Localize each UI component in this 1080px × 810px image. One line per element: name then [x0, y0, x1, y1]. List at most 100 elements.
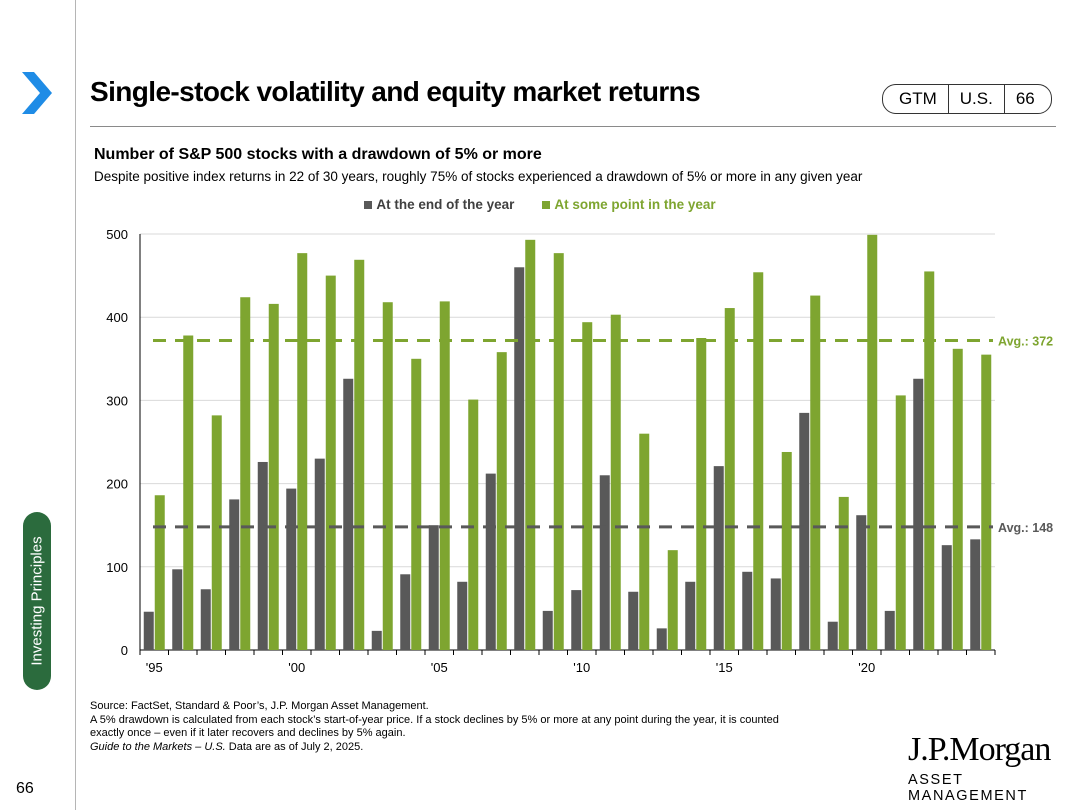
x-tick-label: '10	[573, 660, 590, 675]
bar-end-of-year-2000	[286, 488, 297, 650]
bar-end-of-year-2024	[970, 539, 981, 650]
x-tick-label: '95	[146, 660, 163, 675]
bar-some-point-2003	[382, 302, 393, 650]
bar-some-point-2018	[810, 295, 821, 650]
bar-some-point-2011	[610, 314, 621, 650]
average-label-0: Avg.: 372	[998, 334, 1053, 348]
bar-some-point-2015	[724, 308, 735, 650]
y-tick-label-100: 100	[106, 560, 128, 575]
bar-end-of-year-2004	[400, 574, 411, 650]
bar-some-point-2022	[924, 271, 935, 650]
bar-some-point-2013	[667, 550, 678, 650]
bar-end-of-year-1999	[257, 461, 268, 650]
guide-title: Guide to the Markets – U.S.	[90, 740, 226, 753]
bar-end-of-year-2017	[770, 578, 781, 650]
page-title: Single-stock volatility and equity marke…	[90, 76, 701, 107]
bar-chart: 0 100 200 300 400 500 '95 '00 '05 '10 '15 '20 Avg.: …	[106, 227, 1053, 675]
bar-end-of-year-1997	[200, 589, 211, 650]
brand-name: J.P.Morgan	[908, 731, 1051, 768]
legend-swatch-gray	[364, 200, 373, 209]
bar-some-point-2010	[582, 322, 593, 650]
bar-end-of-year-2021	[884, 610, 895, 650]
guide-date: Data are as of July 2, 2025.	[225, 740, 364, 753]
chart-subtitle: Despite positive index returns in 22 of …	[94, 169, 863, 184]
bar-end-of-year-2015	[713, 466, 724, 650]
title-divider	[90, 126, 1056, 127]
bar-some-point-2016	[753, 272, 764, 650]
bar-end-of-year-2013	[656, 628, 667, 650]
bar-some-point-2008	[525, 239, 536, 650]
section-label: Investing Principles	[23, 512, 51, 690]
bar-end-of-year-1996	[172, 569, 183, 650]
bar-some-point-2019	[838, 496, 849, 650]
legend-item-some-point: At some point in the year	[542, 197, 716, 212]
guide-note: Guide to the Markets – U.S. Data are as …	[90, 741, 910, 755]
bar-some-point-2005	[439, 301, 450, 650]
bar-end-of-year-2005	[428, 525, 439, 650]
source-note: Source: FactSet, Standard & Poor’s, J.P.…	[90, 700, 429, 712]
legend-item-end-of-year: At the end of the year	[364, 197, 514, 212]
bar-some-point-1995	[154, 495, 165, 650]
page-number: 66	[16, 780, 34, 797]
legend-label-some-point: At some point in the year	[554, 197, 716, 212]
x-tick-label: '15	[716, 660, 733, 675]
x-tick-label: '00	[288, 660, 305, 675]
bar-some-point-2002	[354, 259, 365, 650]
chart-legend: At the end of the year At some point in …	[0, 197, 1080, 212]
footnotes: Source: FactSet, Standard & Poor’s, J.P.…	[90, 700, 910, 754]
chevron-right-icon	[22, 72, 52, 114]
bar-end-of-year-2018	[799, 412, 810, 650]
bar-some-point-2021	[895, 395, 906, 650]
bar-end-of-year-2009	[542, 610, 553, 650]
tag-page: 66	[1003, 85, 1051, 113]
bar-end-of-year-2002	[343, 378, 354, 650]
y-tick-label-300: 300	[106, 393, 128, 408]
bar-some-point-2017	[781, 451, 792, 650]
x-tick-label: '20	[858, 660, 875, 675]
bar-end-of-year-2016	[742, 571, 753, 650]
bar-end-of-year-2011	[599, 475, 610, 650]
y-tick-label-400: 400	[106, 310, 128, 325]
bar-end-of-year-2001	[314, 458, 325, 650]
bar-end-of-year-2007	[485, 473, 496, 650]
tag-gtm: GTM	[899, 89, 937, 108]
bar-some-point-2007	[496, 352, 507, 650]
brand-subtitle: ASSET MANAGEMENT	[908, 772, 1028, 804]
bar-some-point-2014	[696, 338, 707, 650]
bar-end-of-year-2014	[685, 581, 696, 650]
bar-end-of-year-2008	[514, 267, 525, 650]
x-tick-label: '05	[431, 660, 448, 675]
bar-end-of-year-2023	[941, 545, 952, 650]
bar-end-of-year-1998	[229, 499, 240, 650]
bar-some-point-2020	[867, 234, 878, 650]
method-note-1: A 5% drawdown is calculated from each st…	[90, 713, 779, 726]
bar-end-of-year-2022	[913, 378, 924, 650]
bar-end-of-year-2019	[827, 621, 838, 650]
bar-some-point-1996	[183, 335, 194, 650]
bar-some-point-2009	[553, 253, 564, 651]
bar-end-of-year-2020	[856, 515, 867, 650]
bar-end-of-year-2010	[571, 590, 582, 650]
method-note-2: exactly once – even if it later recovers…	[90, 727, 406, 739]
tag-group: GTM U.S. 66	[882, 84, 1052, 114]
y-tick-label-0: 0	[121, 643, 128, 658]
legend-label-end-of-year: At the end of the year	[376, 197, 515, 212]
legend-swatch-green	[542, 200, 551, 209]
tag-region: U.S.	[947, 85, 1004, 113]
bar-some-point-1998	[240, 297, 251, 650]
bar-end-of-year-1995	[143, 611, 154, 650]
bar-some-point-1997	[211, 415, 222, 650]
y-tick-label-200: 200	[106, 477, 128, 492]
bar-some-point-2023	[952, 348, 963, 650]
bar-some-point-2000	[297, 253, 308, 651]
chart-title: Number of S&P 500 stocks with a drawdown…	[94, 146, 542, 163]
section-label-text: Investing Principles	[28, 536, 46, 666]
bar-end-of-year-2006	[457, 581, 468, 650]
bar-some-point-2012	[639, 433, 650, 650]
brand-logo: J.P.Morgan ASSET MANAGEMENT	[908, 731, 1058, 805]
bar-some-point-2024	[981, 354, 992, 650]
bar-end-of-year-2003	[371, 630, 382, 650]
y-tick-label-500: 500	[106, 227, 128, 242]
bar-some-point-1999	[268, 303, 279, 650]
average-label-1: Avg.: 148	[998, 521, 1053, 535]
